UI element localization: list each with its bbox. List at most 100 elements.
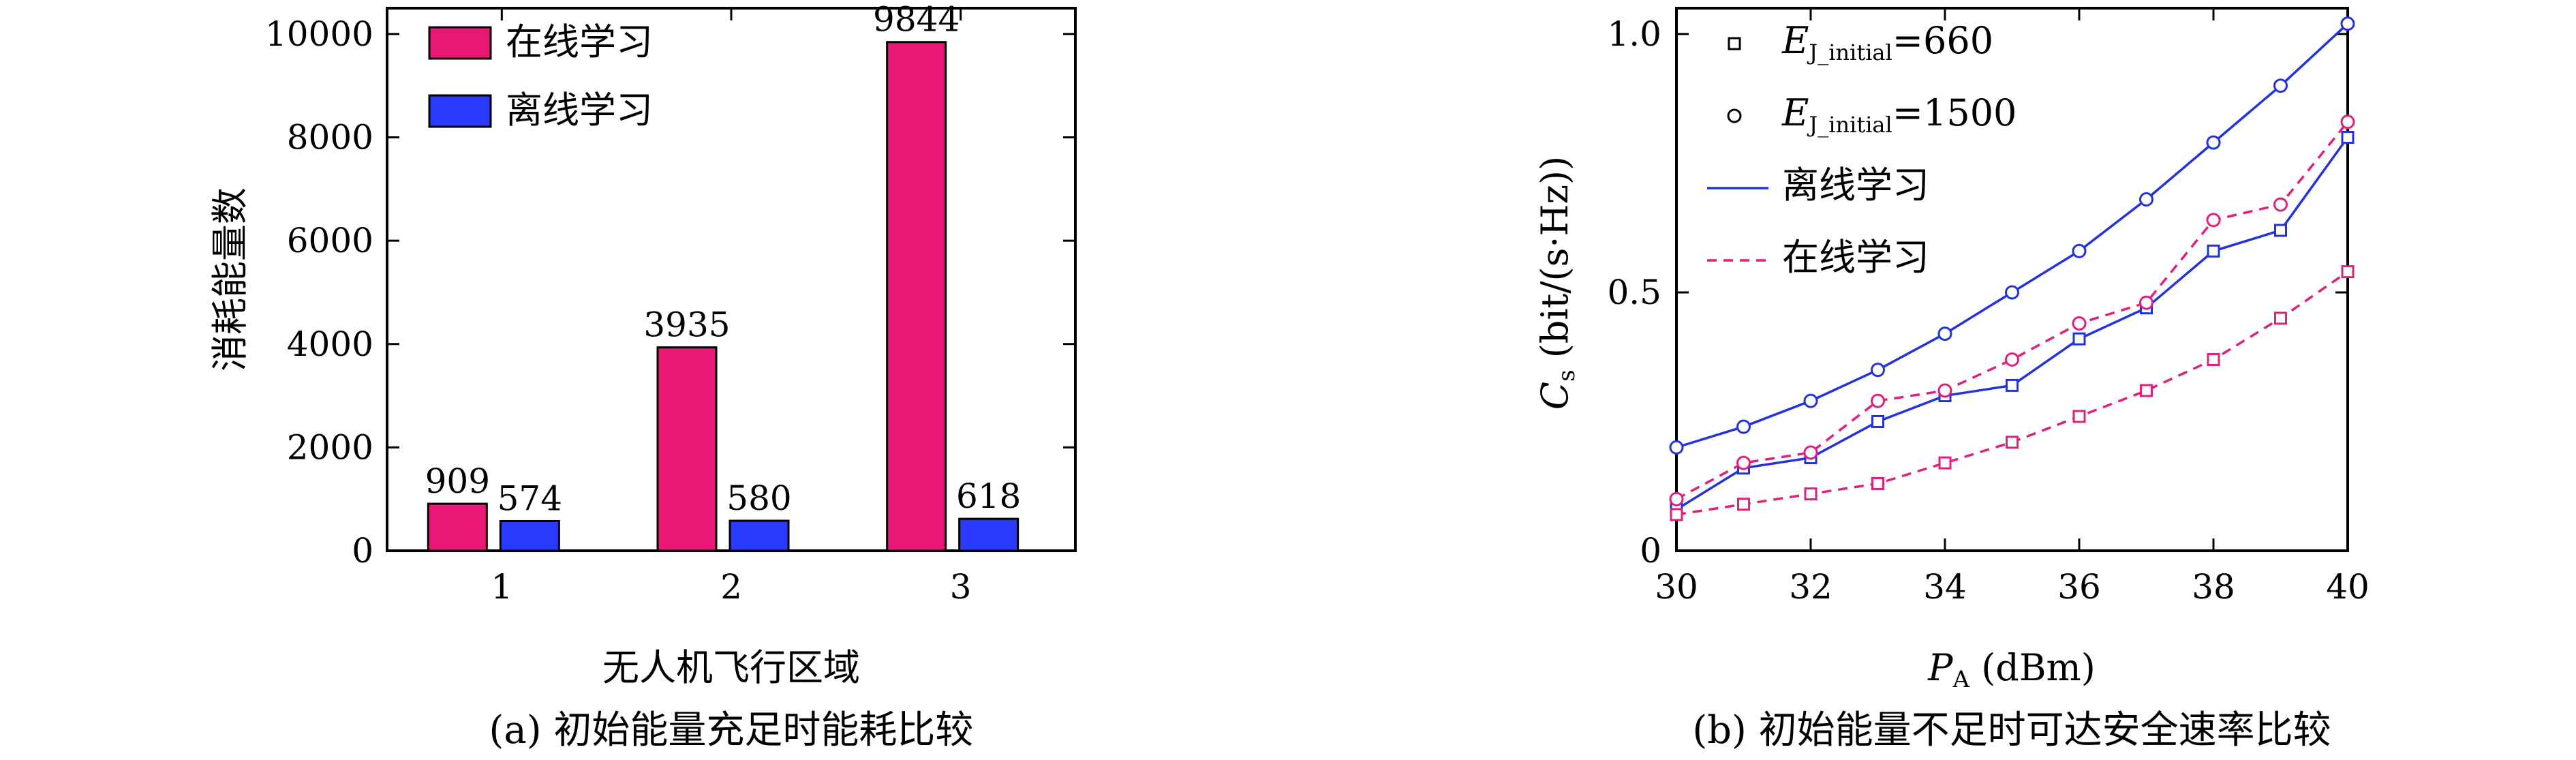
data-point [2072, 410, 2086, 423]
legend-marker [1727, 108, 1742, 123]
data-point [2207, 244, 2220, 258]
x-axis-label: 无人机飞行区域 [602, 646, 860, 689]
data-point [2340, 115, 2355, 130]
y-tick-label: 8000 [287, 118, 373, 157]
data-point [2005, 352, 2019, 367]
data-label: 580 [726, 478, 791, 518]
x-axis-ticks: 1 2 3 [491, 8, 972, 607]
bar-offline-1 [499, 519, 560, 552]
data-point [2207, 353, 2220, 367]
plot-frame [386, 7, 1077, 552]
legend-label: 在线学习 [1782, 236, 1929, 279]
legend-label: 在线学习 [506, 20, 653, 63]
data-point [1871, 414, 1884, 428]
y-axis-label: 消耗能量数 [209, 187, 251, 371]
data-label: 909 [425, 461, 490, 501]
data-point [1803, 445, 1818, 460]
data-point [2274, 224, 2287, 237]
data-point [2274, 311, 2287, 325]
series-line-square-solid [1676, 136, 2349, 511]
y-axis-ticks: 0 0.5 1.0 [1607, 14, 2348, 571]
bar-online-1 [427, 502, 488, 552]
series-line-square-dashed [1676, 271, 2348, 516]
data-point [1803, 393, 1818, 408]
data-point [1736, 419, 1751, 434]
y-tick-label: 0.5 [1607, 273, 1661, 312]
data-point [2341, 265, 2355, 279]
y-tick-label: 0 [352, 531, 373, 571]
bar-online-3 [886, 41, 947, 552]
data-label: 9844 [873, 0, 960, 40]
legend-label: 离线学习 [1782, 164, 1929, 207]
data-point [1669, 440, 1684, 455]
x-axis-ticks: 30 32 34 36 38 40 [1655, 8, 2370, 607]
bar-online-2 [656, 346, 718, 552]
x-tick-label: 2 [720, 567, 742, 607]
data-label: 3935 [643, 305, 730, 345]
caption-a: (a) 初始能量充足时能耗比较 [489, 708, 974, 753]
data-label: 618 [956, 476, 1021, 516]
legend-swatch [428, 94, 492, 128]
data-point [2006, 436, 2019, 449]
data-point [1871, 393, 1885, 408]
x-tick-label: 32 [1789, 567, 1833, 607]
x-tick-label: 34 [1923, 567, 1967, 607]
data-point [2340, 16, 2355, 31]
x-tick-label: 3 [950, 567, 972, 607]
y-axis-label: Cs (bit/(s·Hz)) [1533, 156, 1580, 410]
plot-frame [1675, 7, 2349, 552]
data-point [2072, 243, 2087, 258]
data-point [1804, 487, 1818, 501]
bars: 909 574 3935 580 9844 618 [425, 0, 1021, 552]
data-point [2072, 332, 2086, 346]
data-point [2341, 131, 2355, 145]
caption-b: (b) 初始能量不足时可达安全速率比较 [1692, 708, 2331, 753]
y-tick-label: 2000 [287, 427, 373, 467]
legend-swatch [428, 26, 492, 60]
data-point [2139, 192, 2153, 207]
data-point [1871, 476, 1884, 490]
data-point [2140, 384, 2153, 397]
y-tick-label: 4000 [287, 324, 373, 364]
data-point [2206, 213, 2221, 228]
data-point [1871, 363, 1885, 378]
data-label: 574 [497, 478, 562, 518]
data-point [2139, 295, 2153, 310]
legend-label: EJ_initial=1500 [1781, 91, 2017, 138]
data-point [1669, 491, 1684, 506]
y-tick-label: 0 [1640, 531, 1661, 571]
legend-marker [1728, 37, 1741, 50]
data-point [2206, 135, 2221, 150]
data-point [2006, 378, 2019, 392]
data-point [2273, 197, 2288, 212]
bar-offline-2 [729, 519, 790, 552]
svg-text:PA (dBm): PA (dBm) [1927, 646, 2096, 693]
data-point [2273, 78, 2288, 93]
y-tick-label: 1.0 [1607, 14, 1661, 54]
data-point [1938, 456, 1952, 470]
data-point [1670, 508, 1683, 521]
x-tick-label: 36 [2057, 567, 2101, 607]
data-point [1937, 326, 1952, 341]
bar-chart-panel: 0 2000 4000 6000 8000 10000 1 2 3 909 574 3935 580… [209, 0, 1077, 753]
data-point [1937, 383, 1952, 398]
legend-label: EJ_initial=660 [1781, 19, 1993, 65]
y-tick-label: 10000 [265, 14, 373, 54]
y-tick-label: 6000 [287, 221, 373, 260]
data-point [1737, 498, 1750, 511]
y-axis-ticks: 0 2000 4000 6000 8000 10000 [265, 14, 1075, 571]
data-point [2072, 316, 2087, 331]
x-axis-label: PA (dBm) [1927, 646, 2096, 693]
x-tick-label: 1 [491, 567, 512, 607]
x-tick-label: 30 [1655, 567, 1698, 607]
series-lines [1669, 16, 2355, 521]
x-tick-label: 40 [2326, 567, 2370, 607]
line-chart-panel: 00.51.0 30 32 34 36 38 40 EJ_initial=660EJ_in… [1533, 7, 2370, 753]
data-point [2005, 285, 2019, 300]
legend-label: 离线学习 [506, 89, 653, 132]
series-line-circle-dashed [1676, 121, 2349, 500]
data-point [1736, 455, 1751, 470]
